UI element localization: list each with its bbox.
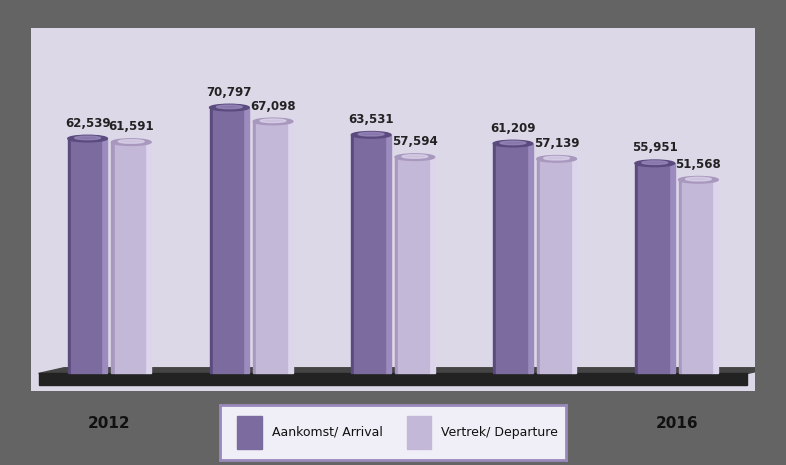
Bar: [493, 144, 496, 373]
Bar: [496, 144, 527, 373]
Bar: [287, 121, 293, 373]
Bar: [210, 107, 213, 373]
Text: Vertrek/ Departure: Vertrek/ Departure: [442, 426, 558, 439]
Ellipse shape: [358, 133, 384, 136]
Ellipse shape: [544, 156, 570, 160]
Bar: [101, 139, 108, 373]
Ellipse shape: [642, 161, 667, 165]
Bar: [256, 121, 287, 373]
Bar: [71, 139, 101, 373]
Bar: [213, 107, 244, 373]
Text: 57,139: 57,139: [534, 137, 579, 150]
Bar: [712, 180, 718, 373]
Bar: [540, 159, 571, 373]
Text: 57,594: 57,594: [392, 135, 438, 148]
Ellipse shape: [112, 139, 151, 146]
Bar: [638, 163, 669, 373]
Ellipse shape: [537, 155, 576, 162]
Ellipse shape: [216, 105, 242, 109]
Ellipse shape: [68, 135, 108, 142]
Text: 55,951: 55,951: [632, 141, 678, 154]
Bar: [253, 121, 256, 373]
Bar: [635, 163, 638, 373]
Text: 62,539: 62,539: [64, 117, 110, 130]
Ellipse shape: [351, 132, 391, 138]
Bar: [385, 135, 391, 373]
Bar: [237, 416, 262, 449]
Bar: [527, 144, 533, 373]
Text: 67,098: 67,098: [250, 100, 296, 113]
Bar: [115, 142, 145, 373]
Ellipse shape: [402, 155, 428, 158]
Ellipse shape: [500, 141, 526, 145]
Bar: [39, 373, 747, 385]
Text: 61,209: 61,209: [490, 122, 536, 135]
Ellipse shape: [253, 118, 293, 125]
Bar: [145, 142, 151, 373]
Bar: [399, 157, 428, 373]
Ellipse shape: [635, 160, 674, 166]
Bar: [395, 157, 399, 373]
Bar: [681, 180, 712, 373]
Ellipse shape: [260, 119, 286, 123]
Polygon shape: [39, 368, 773, 373]
Bar: [407, 416, 431, 449]
Bar: [244, 107, 249, 373]
Text: Aankomst/ Arrival: Aankomst/ Arrival: [272, 426, 383, 439]
Text: 61,591: 61,591: [108, 120, 154, 133]
Ellipse shape: [678, 176, 718, 183]
Ellipse shape: [210, 104, 249, 111]
Bar: [351, 135, 354, 373]
Bar: [428, 157, 435, 373]
Text: 51,568: 51,568: [675, 158, 722, 171]
Text: 70,797: 70,797: [207, 86, 252, 99]
Bar: [112, 142, 115, 373]
Ellipse shape: [75, 136, 101, 140]
Ellipse shape: [395, 154, 435, 160]
Ellipse shape: [493, 140, 533, 147]
Bar: [678, 180, 681, 373]
Bar: [669, 163, 674, 373]
Bar: [537, 159, 540, 373]
Bar: [68, 139, 71, 373]
Bar: [354, 135, 385, 373]
Bar: [571, 159, 576, 373]
Text: 63,531: 63,531: [348, 113, 394, 126]
Ellipse shape: [685, 177, 711, 181]
Ellipse shape: [119, 140, 144, 143]
